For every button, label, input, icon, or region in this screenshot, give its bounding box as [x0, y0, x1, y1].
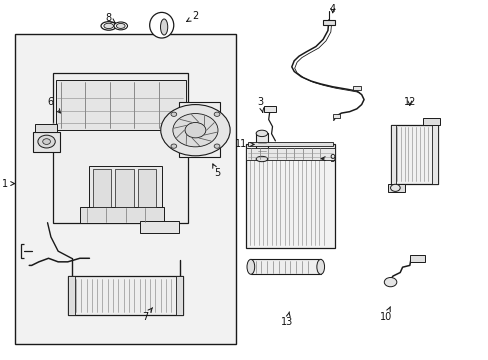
- Bar: [332, 114, 340, 118]
- Text: 1: 1: [2, 179, 15, 189]
- Text: 6: 6: [48, 97, 61, 113]
- Circle shape: [161, 104, 230, 156]
- Bar: [390, 125, 396, 184]
- Bar: [387, 184, 404, 193]
- Ellipse shape: [149, 12, 173, 38]
- Bar: [423, 118, 439, 125]
- Bar: [245, 144, 334, 248]
- Bar: [264, 106, 275, 112]
- Bar: [140, 221, 178, 233]
- Text: 13: 13: [280, 312, 292, 327]
- Bar: [409, 256, 424, 262]
- Ellipse shape: [101, 22, 116, 30]
- Bar: [89, 166, 162, 208]
- Bar: [33, 132, 60, 152]
- Circle shape: [171, 144, 176, 148]
- Bar: [256, 134, 267, 159]
- Text: 9: 9: [321, 154, 335, 164]
- Bar: [138, 169, 156, 207]
- Bar: [53, 73, 188, 223]
- Bar: [115, 169, 134, 207]
- Bar: [56, 80, 185, 130]
- Bar: [36, 124, 57, 132]
- Text: 10: 10: [379, 307, 391, 322]
- Bar: [178, 102, 219, 157]
- Bar: [15, 34, 236, 344]
- Bar: [80, 207, 164, 223]
- Bar: [250, 259, 320, 274]
- Bar: [323, 20, 334, 25]
- Text: 5: 5: [212, 164, 220, 178]
- Circle shape: [173, 113, 218, 147]
- Text: 8: 8: [105, 13, 115, 23]
- Text: 12: 12: [403, 97, 415, 107]
- Text: 7: 7: [142, 308, 152, 322]
- Circle shape: [214, 144, 220, 148]
- Bar: [93, 169, 111, 207]
- Text: 11: 11: [235, 139, 254, 149]
- Bar: [352, 86, 360, 90]
- Text: 4: 4: [329, 4, 335, 14]
- Bar: [175, 276, 183, 315]
- Circle shape: [171, 112, 176, 116]
- Bar: [390, 125, 437, 184]
- Ellipse shape: [316, 259, 324, 274]
- Circle shape: [184, 122, 205, 138]
- Circle shape: [214, 112, 220, 116]
- Ellipse shape: [114, 22, 127, 30]
- Circle shape: [42, 139, 50, 144]
- Ellipse shape: [256, 156, 267, 162]
- Circle shape: [384, 278, 396, 287]
- Bar: [248, 142, 332, 146]
- Text: 2: 2: [186, 11, 198, 22]
- Bar: [68, 276, 75, 315]
- Circle shape: [38, 135, 55, 148]
- Ellipse shape: [256, 130, 267, 136]
- Text: 3: 3: [257, 97, 263, 112]
- Bar: [68, 276, 183, 315]
- Circle shape: [390, 184, 399, 192]
- Bar: [431, 125, 437, 184]
- Bar: [245, 148, 334, 160]
- Ellipse shape: [246, 259, 254, 274]
- Ellipse shape: [103, 23, 113, 28]
- Ellipse shape: [116, 23, 125, 28]
- Ellipse shape: [160, 19, 167, 35]
